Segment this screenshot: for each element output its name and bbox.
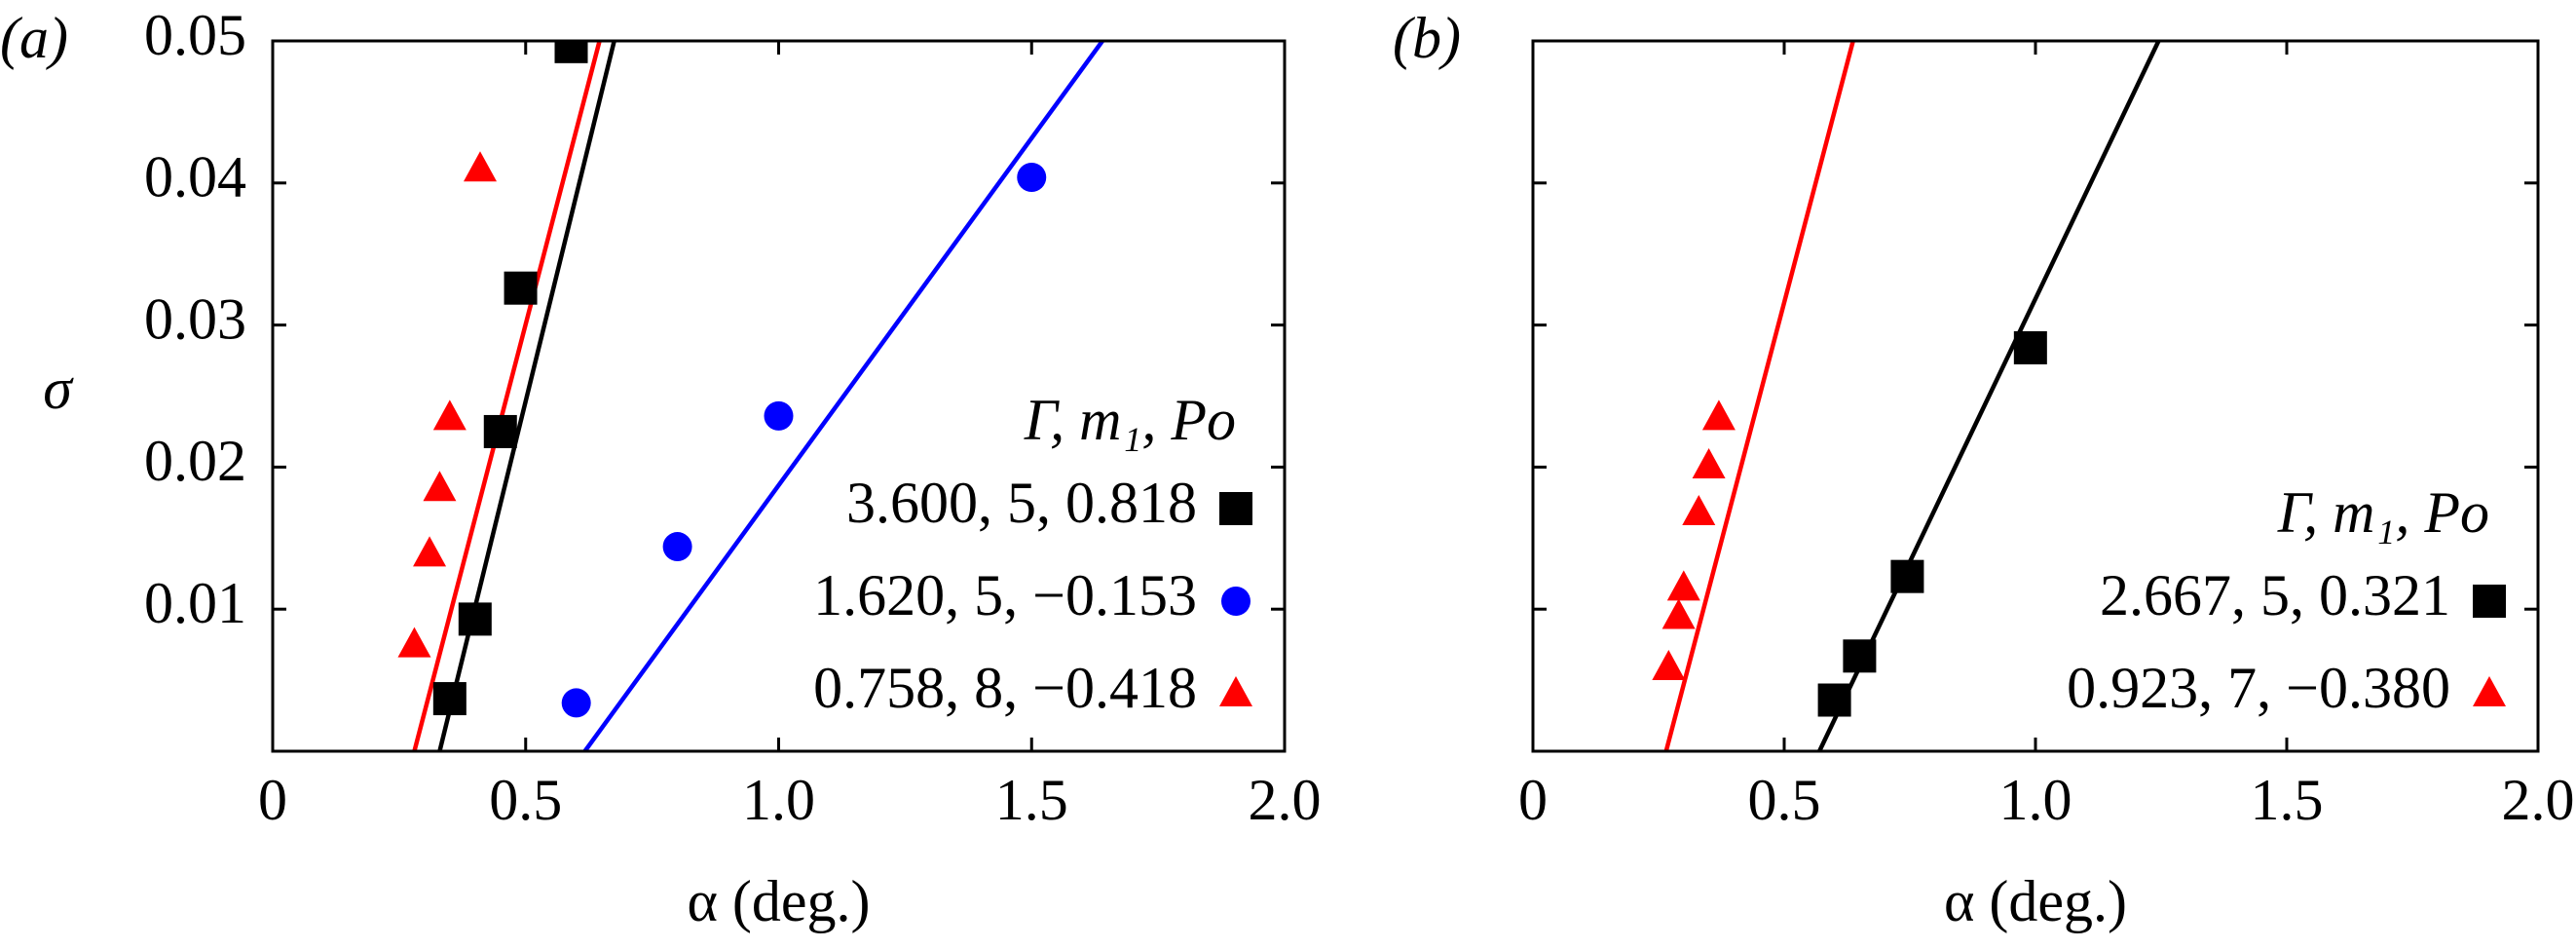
legend-title: Γ, m₁, Po [1024, 388, 1236, 452]
x-axis-label: α (deg.) [1944, 869, 2127, 933]
circle-marker [561, 688, 591, 718]
fit-line [582, 41, 1104, 751]
y-tick-label: 0.04 [144, 145, 246, 209]
fit-line [1663, 41, 1855, 751]
x-tick-label: 1.5 [995, 768, 1068, 832]
legend-title: Γ, m₁, Po [2277, 480, 2489, 545]
x-axis-label: α (deg.) [687, 869, 870, 933]
plot-frame [1531, 39, 2540, 753]
x-tick-label: 0.5 [489, 768, 562, 832]
square-marker [1817, 683, 1851, 717]
legend-marker [1221, 587, 1251, 616]
fit-line [1817, 41, 2161, 751]
legend-label: 0.758, 8, −0.418 [813, 656, 1197, 720]
legend-marker [2473, 585, 2506, 618]
x-tick-label: 0.5 [1748, 768, 1821, 832]
legend-marker [1219, 676, 1252, 706]
triangle-marker [463, 151, 497, 182]
legend-label: 1.620, 5, −0.153 [813, 563, 1197, 627]
legend-label: 3.600, 5, 0.818 [846, 471, 1197, 535]
fit-line [412, 41, 602, 751]
square-marker [1890, 559, 1924, 593]
x-tick-label: 1.0 [742, 768, 815, 832]
square-marker [432, 682, 467, 716]
legend-marker [1219, 492, 1252, 525]
y-tick-label: 0.01 [144, 571, 246, 635]
triangle-marker [397, 626, 431, 658]
triangle-marker [1692, 447, 1726, 478]
y-tick-label: 0.02 [144, 429, 246, 493]
panel-label: (b) [1393, 6, 1461, 70]
legend-label: 2.667, 5, 0.321 [2100, 563, 2450, 627]
square-marker [2013, 330, 2047, 364]
triangle-marker [1666, 570, 1700, 601]
fit-line [437, 41, 616, 751]
legend-marker [2473, 676, 2506, 706]
triangle-marker [1661, 598, 1696, 629]
x-tick-label: 1.5 [2251, 768, 2324, 832]
y-tick-label: 0.05 [144, 3, 246, 67]
triangle-marker [423, 471, 457, 502]
triangle-marker [1652, 649, 1686, 680]
square-marker [1843, 639, 1877, 673]
panel-label: (a) [0, 6, 68, 70]
triangle-marker [1701, 399, 1736, 431]
legend-label: 0.923, 7, −0.380 [2067, 656, 2450, 720]
square-marker [483, 414, 517, 448]
square-marker [458, 602, 492, 636]
y-axis-label: σ [43, 357, 74, 421]
circle-marker [1017, 162, 1047, 192]
triangle-marker [432, 399, 467, 431]
x-tick-label: 0 [1518, 768, 1548, 832]
circle-marker [764, 400, 794, 431]
plot-frame [271, 39, 1287, 753]
x-tick-label: 2.0 [2502, 768, 2575, 832]
x-tick-label: 0 [258, 768, 287, 832]
triangle-marker [1682, 495, 1716, 526]
plot-area [1652, 41, 2161, 751]
triangle-marker [413, 536, 447, 567]
x-tick-label: 1.0 [1999, 768, 2072, 832]
plot-area [397, 41, 1104, 751]
square-marker [554, 41, 588, 63]
square-marker [504, 271, 538, 305]
circle-marker [662, 532, 692, 562]
x-tick-label: 2.0 [1249, 768, 1322, 832]
y-tick-label: 0.03 [144, 286, 246, 351]
